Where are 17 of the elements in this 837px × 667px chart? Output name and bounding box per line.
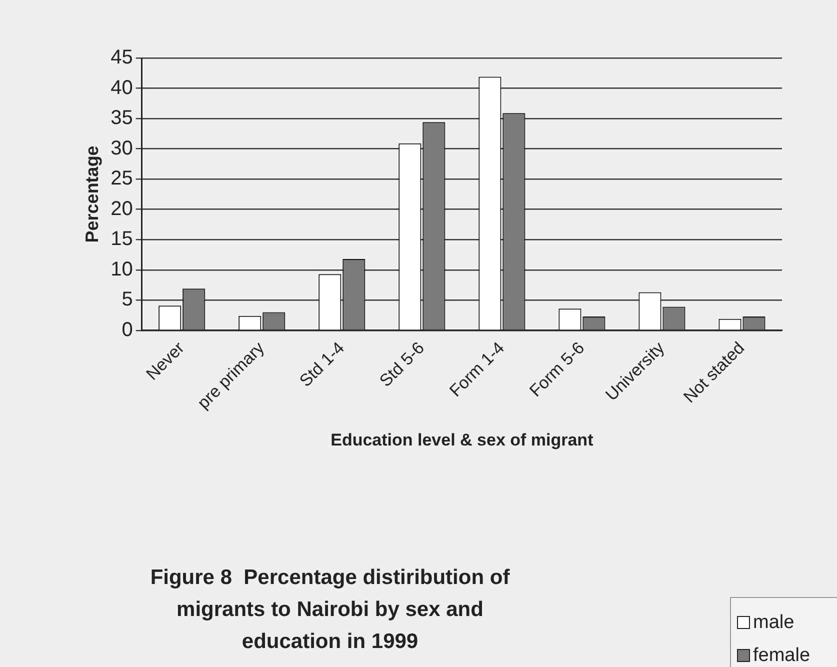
y-axis-title: Percentage — [82, 146, 102, 243]
legend-label: male — [753, 612, 794, 634]
x-tick-label: Std 5-6 — [376, 338, 428, 391]
y-tick-label: 10 — [110, 258, 133, 280]
y-tick-label: 30 — [110, 137, 133, 160]
x-tick-label: Std 1-4 — [296, 338, 348, 391]
y-tick-label: 45 — [110, 46, 133, 69]
text: Figure 8 Percentage distiribution of migrants to Nairobi by sex and education in 1999 — [150, 566, 511, 653]
y-tick-label: 15 — [110, 228, 133, 250]
legend-label: female — [753, 644, 810, 666]
y-tick-label: 0 — [122, 318, 133, 341]
y-tick-label: 20 — [110, 198, 133, 220]
x-axis-title: Education level & sex of migrant — [330, 430, 594, 450]
y-tick-label: 40 — [110, 76, 133, 99]
y-tick-label: 35 — [110, 107, 133, 130]
y-tick-label: 5 — [122, 288, 133, 311]
y-tick-label: 25 — [110, 168, 133, 190]
